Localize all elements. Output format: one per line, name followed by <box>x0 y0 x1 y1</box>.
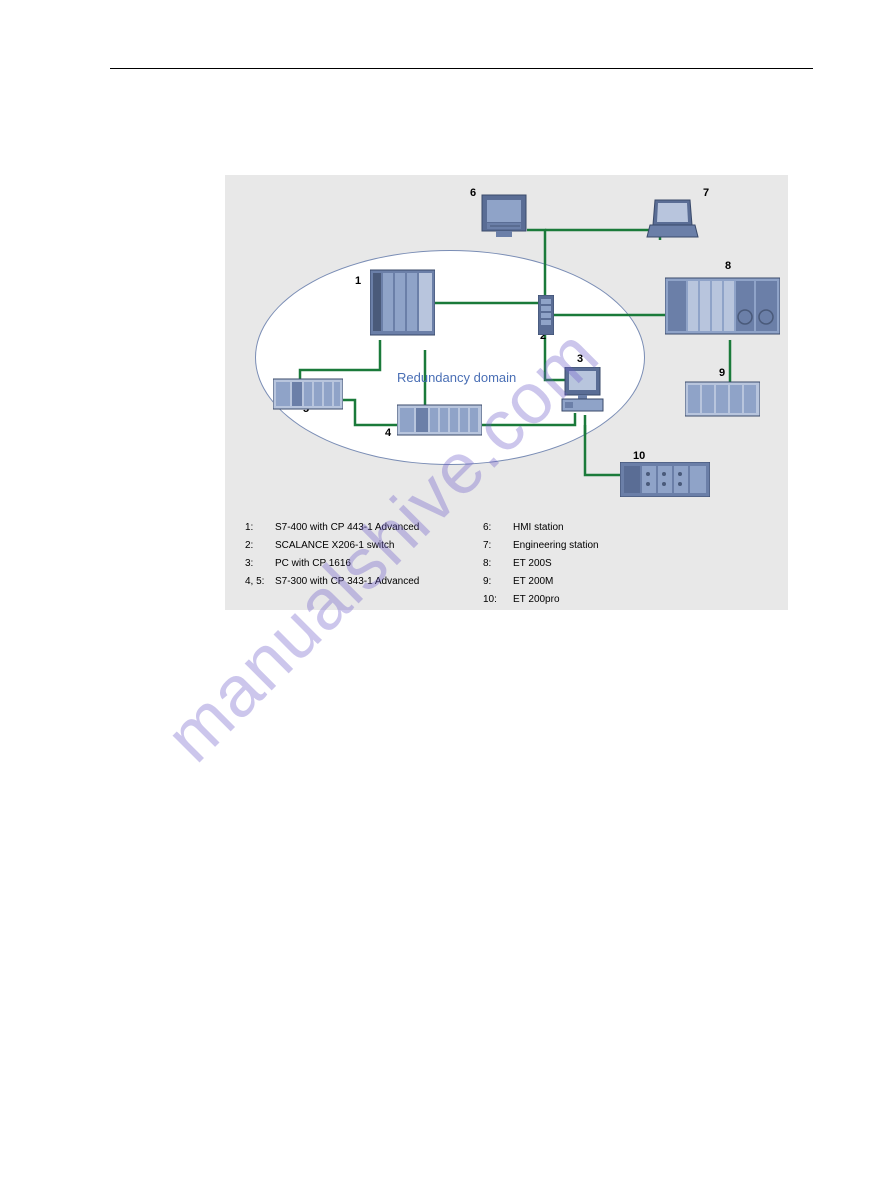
device-s7-400 <box>370 265 435 340</box>
legend-left: 1:S7-400 with CP 443-1 Advanced 2:SCALAN… <box>245 520 419 592</box>
redundancy-domain-label: Redundancy domain <box>397 370 516 385</box>
label-4: 4 <box>385 427 391 439</box>
label-6: 6 <box>470 187 476 199</box>
label-10: 10 <box>633 450 645 462</box>
device-hmi-station <box>480 193 528 241</box>
legend-row: 8:ET 200S <box>483 556 599 572</box>
legend-row: 6:HMI station <box>483 520 599 536</box>
device-s7-300-a <box>273 377 343 412</box>
device-et200pro <box>620 462 710 497</box>
legend-row: 3: PC with CP 1616 <box>245 556 419 572</box>
device-engineering-station <box>645 197 700 242</box>
header-divider <box>110 68 813 69</box>
device-pc <box>560 367 605 415</box>
label-8: 8 <box>725 260 731 272</box>
legend-row: 1:S7-400 with CP 443-1 Advanced <box>245 520 419 536</box>
label-9: 9 <box>719 367 725 379</box>
label-3: 3 <box>577 353 583 365</box>
network-diagram: 6 7 1 2 <box>225 175 788 610</box>
legend-row: 9:ET 200M <box>483 574 599 590</box>
device-et200s <box>665 275 780 337</box>
device-et200m <box>685 380 760 418</box>
legend-row: 10:ET 200pro <box>483 592 599 608</box>
label-7: 7 <box>703 187 709 199</box>
device-s7-300-b <box>397 403 482 438</box>
legend-right: 6:HMI station 7:Engineering station 8:ET… <box>483 520 599 610</box>
label-1: 1 <box>355 275 361 287</box>
legend-row: 4, 5:S7-300 with CP 343-1 Advanced <box>245 574 419 590</box>
legend-row: 7:Engineering station <box>483 538 599 554</box>
legend-row: 2:SCALANCE X206-1 switch <box>245 538 419 554</box>
device-scalance-switch <box>538 295 554 335</box>
